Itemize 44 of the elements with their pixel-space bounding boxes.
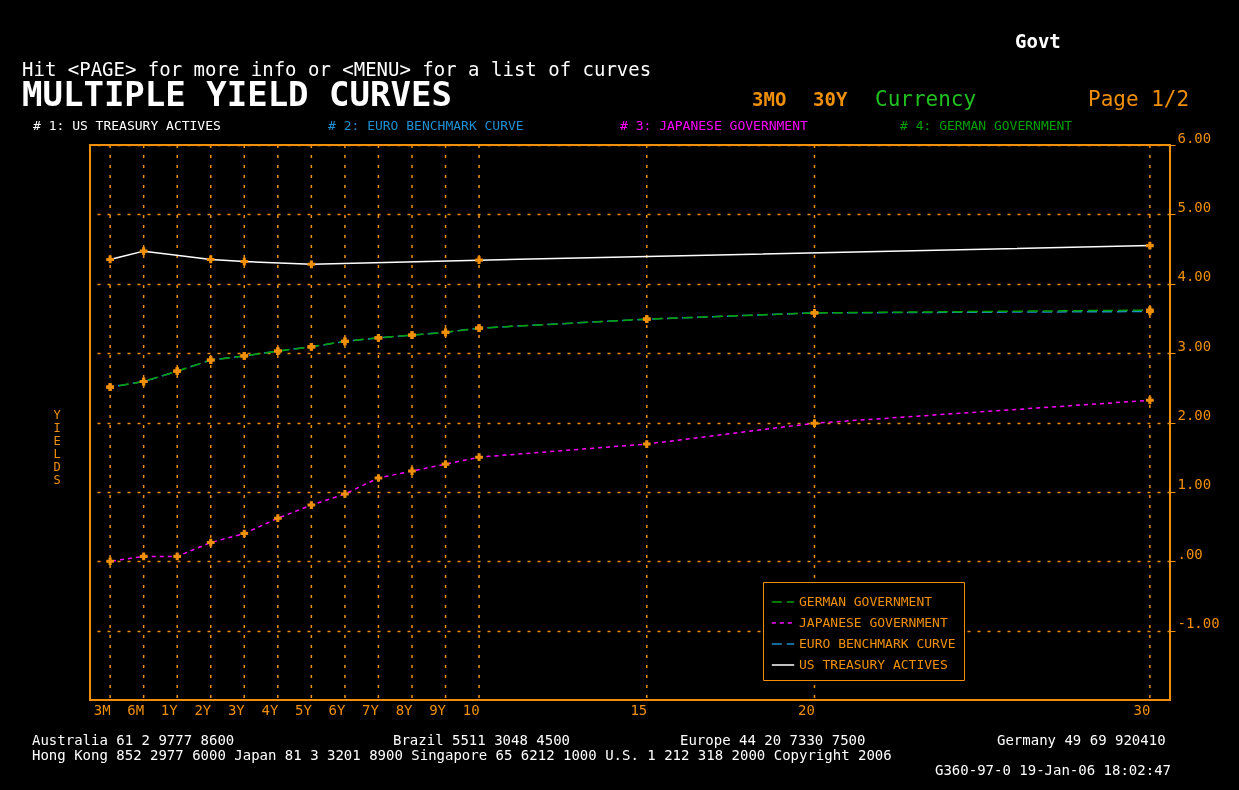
legend-label: US TREASURY ACTIVES — [799, 657, 948, 672]
text: Govt — [1015, 30, 1061, 52]
x-tick-label: 6M — [127, 701, 145, 718]
x-tick-label: 15 — [630, 701, 648, 718]
legend-label: GERMAN GOVERNMENT — [799, 594, 933, 609]
text: Brazil 5511 3048 4500 — [393, 732, 571, 748]
y-tick-label: 3.00 — [1177, 337, 1212, 354]
y-tick-label: 1.00 — [1177, 476, 1212, 493]
text: # 2: EURO BENCHMARK CURVE — [328, 118, 524, 133]
text: 3MO — [752, 88, 787, 110]
x-tick-label: 6Y — [328, 701, 346, 718]
text: # 4: GERMAN GOVERNMENT — [900, 118, 1073, 133]
y-tick-label: 5.00 — [1177, 198, 1212, 215]
text: Hit <PAGE> for more info or <MENU> for a list of curves — [22, 58, 652, 80]
x-tick-label: 8Y — [395, 701, 414, 718]
x-tick-label: 30 — [1133, 701, 1151, 718]
x-tick-label: 1Y — [160, 701, 179, 718]
text: Australia 61 2 9777 8600 — [32, 732, 235, 748]
text: Hong Kong 852 2977 6000 Japan 81 3 3201 8900 Singapore 65 6212 1000 U.S. 1 212 318 2000 Copyright 2006 — [32, 747, 892, 763]
x-tick-label: 20 — [798, 701, 815, 718]
x-tick-label: 10 — [462, 701, 480, 718]
legend-label: EURO BENCHMARK CURVE — [799, 636, 956, 651]
text: Germany 49 69 920410 — [997, 732, 1166, 748]
legend-label: JAPANESE GOVERNMENT — [799, 615, 948, 630]
text: 30Y — [813, 88, 848, 110]
text: G360-97-0 19-Jan-06 18:02:47 — [935, 762, 1172, 778]
x-tick-label: 3M — [93, 701, 111, 718]
x-tick-label: 5Y — [295, 701, 313, 718]
x-tick-label: 9Y — [429, 701, 447, 718]
y-tick-label: 4.00 — [1177, 268, 1212, 285]
text: # 1: US TREASURY ACTIVES — [33, 118, 221, 133]
text: # 3: JAPANESE GOVERNMENT — [620, 118, 809, 133]
text: Page 1/2 — [1088, 87, 1190, 111]
x-tick-label: 2Y — [194, 701, 212, 718]
x-tick-label: 3Y — [227, 701, 246, 718]
y-axis-title: YIELDS — [53, 408, 62, 487]
y-tick-label: 6.00 — [1177, 129, 1212, 146]
y-tick-label: .00 — [1177, 545, 1203, 562]
text: Currency — [875, 87, 977, 111]
y-tick-label: -1.00 — [1177, 615, 1220, 632]
y-tick-label: 2.00 — [1177, 407, 1212, 423]
text: Europe 44 20 7330 7500 — [680, 732, 866, 748]
x-tick-label: 4Y — [261, 701, 279, 718]
x-tick-label: 7Y — [362, 701, 380, 718]
